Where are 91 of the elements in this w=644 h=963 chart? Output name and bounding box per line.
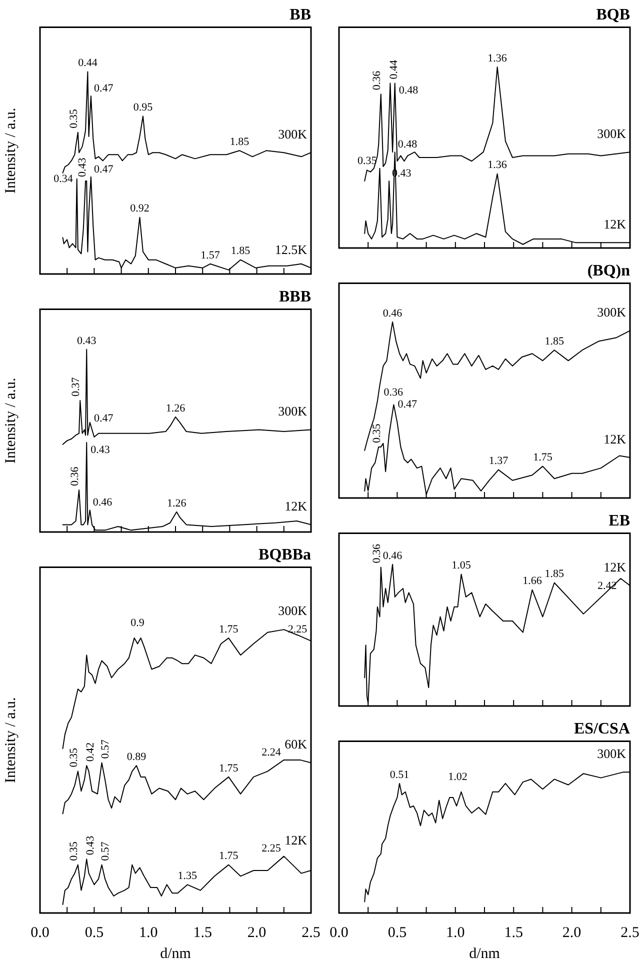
x-tick-label: 2.5 <box>620 924 640 941</box>
annotation: 1.75 <box>533 452 553 464</box>
y-axis-title: Intensity / a.u. <box>2 378 19 464</box>
annotation: 0.35 <box>370 423 383 443</box>
series-label: 300K <box>278 126 308 142</box>
annotation: 0.36 <box>384 386 404 399</box>
annotation: 0.43 <box>76 157 89 177</box>
annotation: 1.05 <box>452 560 472 572</box>
annotation: 1.57 <box>200 249 220 262</box>
annotation: 1.85 <box>230 136 250 148</box>
chart-title: BQBBa <box>258 546 311 564</box>
annotation: 0.48 <box>398 138 418 150</box>
series-label: 12K <box>604 431 627 446</box>
annotation: 0.43 <box>84 835 97 856</box>
x-tick-label: 1.0 <box>446 924 465 941</box>
annotation: 2.24 <box>262 746 282 758</box>
annotation: 0.51 <box>390 768 410 781</box>
series-label: 12K <box>284 832 308 848</box>
annotation: 0.36 <box>68 466 81 486</box>
annotation: 0.89 <box>126 751 147 763</box>
x-tick-label: 2.0 <box>247 924 266 941</box>
annotation: 2.25 <box>262 842 282 855</box>
x-tick-label: 0.0 <box>330 924 348 941</box>
series-label: 12.5K <box>274 242 308 257</box>
series-label: 300K <box>597 746 627 762</box>
x-tick-label: 2.5 <box>302 924 320 941</box>
annotation: 0.46 <box>382 307 403 320</box>
annotation: 0.47 <box>94 412 114 424</box>
annotation: 0.57 <box>100 739 112 759</box>
annotation: 0.47 <box>94 163 114 176</box>
annotation: 0.37 <box>70 376 82 397</box>
annotation: 1.26 <box>166 402 186 414</box>
annotation: 0.44 <box>78 57 98 70</box>
annotation: 0.46 <box>92 496 113 508</box>
annotation: 2.25 <box>288 623 308 636</box>
annotation: 1.75 <box>218 623 239 636</box>
annotation: 0.57 <box>100 841 112 861</box>
series-label: 12K <box>604 216 627 232</box>
annotation: 1.85 <box>544 335 564 348</box>
series-label: 300K <box>597 126 627 141</box>
annotation: 1.36 <box>488 159 508 172</box>
annotation: 1.66 <box>522 575 542 588</box>
series-label: 12K <box>284 498 308 514</box>
series-label: 300K <box>278 404 308 419</box>
annotation: 0.35 <box>68 748 80 768</box>
chart-title: (BQ)n <box>587 262 630 280</box>
annotation: 0.44 <box>388 60 400 80</box>
annotation: 0.95 <box>133 102 154 114</box>
chart-title: BBB <box>278 288 312 306</box>
annotation: 0.34 <box>54 172 74 185</box>
x-tick-label: 0.5 <box>84 924 104 941</box>
x-tick-label: 0.0 <box>30 924 50 941</box>
annotation: 0.35 <box>68 108 80 128</box>
chart-title: BQB <box>596 6 630 24</box>
x-axis-title: d/nm <box>469 946 500 962</box>
series-label: 300K <box>278 602 308 618</box>
series-label: 300K <box>597 304 627 320</box>
annotation: 0.47 <box>398 398 418 411</box>
annotation: 1.75 <box>218 762 239 774</box>
annotation: 0.47 <box>94 82 114 94</box>
annotation: 0.46 <box>382 550 403 562</box>
chart-title: ES/CSA <box>574 720 630 738</box>
x-tick-label: 1.0 <box>139 924 158 941</box>
annotation: 1.02 <box>448 770 468 783</box>
annotation: 0.9 <box>130 617 145 630</box>
annotation: 1.75 <box>218 850 239 862</box>
annotation: 0.48 <box>398 84 419 97</box>
x-axis-title: d/nm <box>160 946 192 962</box>
annotation: 0.35 <box>68 841 80 861</box>
annotation: 1.36 <box>488 52 508 64</box>
chart-title: BB <box>290 6 312 24</box>
series-label: 12K <box>604 560 627 575</box>
annotation: 1.85 <box>230 245 251 258</box>
annotation: 0.36 <box>370 543 383 564</box>
annotation: 0.92 <box>130 202 150 215</box>
annotation: 0.43 <box>90 444 110 456</box>
x-tick-label: 1.5 <box>504 924 523 941</box>
annotation: 0.43 <box>76 334 97 347</box>
chart-title: EB <box>608 512 630 530</box>
y-axis-title: Intensity / a.u. <box>2 108 19 194</box>
annotation: 0.36 <box>370 70 383 90</box>
annotation: 1.26 <box>166 497 187 510</box>
y-axis-title: Intensity / a.u. <box>2 697 19 784</box>
annotation: 1.85 <box>544 568 564 580</box>
x-tick-label: 1.5 <box>193 924 212 941</box>
series-label: 60K <box>284 736 308 752</box>
annotation: 1.37 <box>488 455 509 468</box>
annotation: 0.42 <box>84 742 97 762</box>
x-tick-label: 2.0 <box>562 924 582 941</box>
annotation: 1.35 <box>178 870 198 882</box>
x-tick-label: 0.5 <box>388 924 407 941</box>
